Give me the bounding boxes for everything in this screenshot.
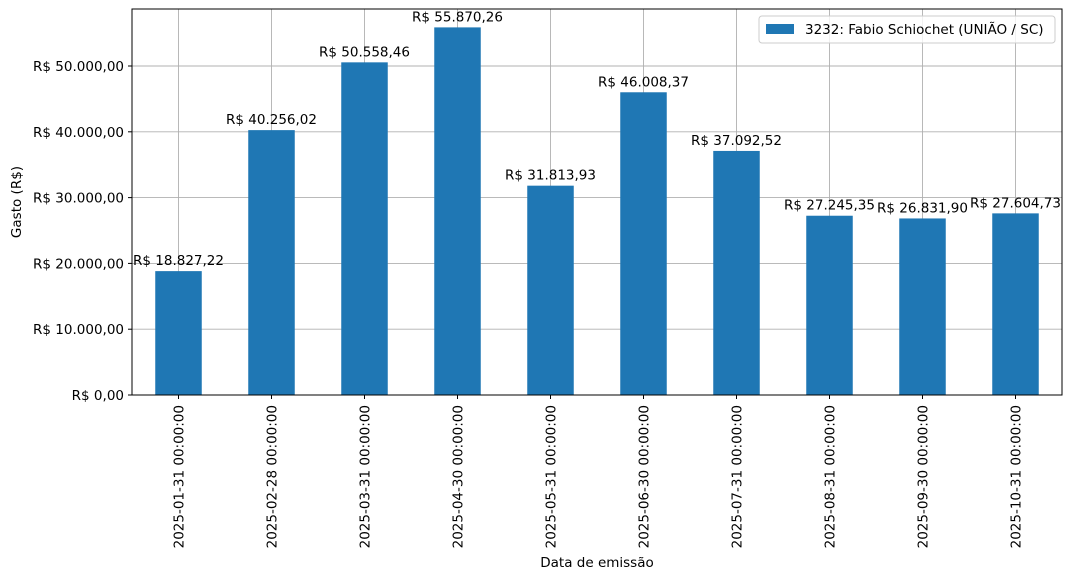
bar — [248, 130, 295, 395]
bar-data-label: R$ 26.831,90 — [877, 200, 968, 216]
x-tick-label: 2025-02-28 00:00:00 — [265, 405, 281, 548]
y-tick-label: R$ 50.000,00 — [33, 59, 124, 75]
x-axis-ticks: 2025-01-31 00:00:00 2025-02-28 00:00:00 20… — [172, 395, 1025, 548]
bar-data-label: R$ 50.558,46 — [319, 44, 410, 60]
legend-box — [758, 15, 1056, 44]
bar — [620, 92, 667, 395]
bar — [434, 27, 481, 395]
bar-data-label: R$ 27.604,73 — [970, 195, 1061, 211]
y-tick-label: R$ 30.000,00 — [33, 191, 124, 207]
bar-data-label: R$ 18.827,22 — [133, 253, 224, 269]
x-tick-label: 2025-06-30 00:00:00 — [637, 405, 653, 548]
y-axis-title: Gasto (R$) — [9, 166, 25, 238]
x-tick-label: 2025-10-31 00:00:00 — [1009, 405, 1025, 548]
bar-data-label: R$ 27.245,35 — [784, 198, 875, 214]
legend: 3232: Fabio Schiochet (UNIÃO / SC) — [758, 15, 1056, 44]
bar — [155, 271, 202, 395]
y-tick-label: R$ 0,00 — [72, 388, 124, 404]
bar — [806, 215, 853, 395]
bar — [713, 150, 760, 395]
bar — [899, 218, 946, 395]
x-tick-label: 2025-08-31 00:00:00 — [823, 405, 839, 548]
x-axis-title: Data de emissão — [540, 555, 654, 571]
bar — [527, 185, 574, 395]
bars-layer — [155, 27, 1039, 396]
bar — [992, 213, 1039, 395]
y-tick-label: R$ 40.000,00 — [33, 125, 124, 141]
x-tick-label: 2025-07-31 00:00:00 — [730, 405, 746, 548]
x-tick-label: 2025-03-31 00:00:00 — [358, 405, 374, 548]
bar-data-label: R$ 40.256,02 — [226, 112, 317, 128]
y-tick-label: R$ 10.000,00 — [33, 322, 124, 338]
x-tick-label: 2025-01-31 00:00:00 — [172, 405, 188, 548]
x-tick-label: 2025-09-30 00:00:00 — [916, 405, 932, 548]
y-axis-ticks: R$ 0,00 R$ 10.000,00 R$ 20.000,00 R$ 30.000… — [33, 59, 132, 404]
legend-swatch — [766, 24, 794, 34]
bar-data-label: R$ 46.008,37 — [598, 74, 689, 90]
x-tick-label: 2025-05-31 00:00:00 — [544, 405, 560, 548]
bar — [341, 62, 388, 396]
plot-frame — [131, 8, 1063, 396]
bar-labels-layer: R$ 18.827,22 R$ 40.256,02 R$ 50.558,46 R$ 5… — [133, 9, 1061, 269]
y-tick-label: R$ 20.000,00 — [33, 256, 124, 272]
bar-data-label: R$ 37.092,52 — [691, 133, 782, 149]
bar-data-label: R$ 31.813,93 — [505, 168, 596, 184]
legend-label: 3232: Fabio Schiochet (UNIÃO / SC) — [805, 21, 1044, 38]
bar-data-label: R$ 55.870,26 — [412, 9, 503, 25]
x-tick-label: 2025-04-30 00:00:00 — [451, 405, 467, 548]
